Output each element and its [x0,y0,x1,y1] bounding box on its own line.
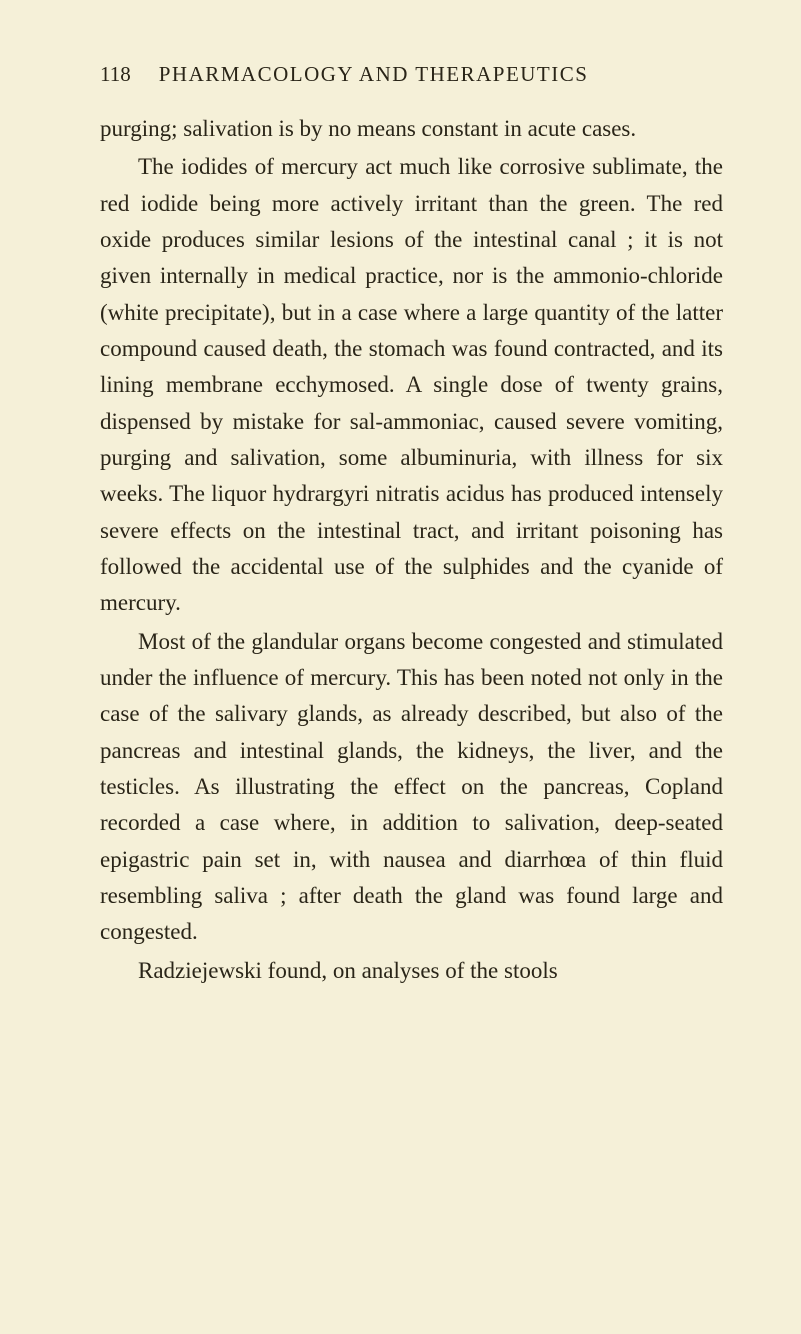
page-header: 118 PHARMACOLOGY AND THERAPEUTICS [100,62,723,87]
running-title: PHARMACOLOGY AND THERAPEUTICS [159,62,589,86]
page-body: purging; salivation is by no means const… [100,111,723,989]
paragraph-2: The iodides of mercury act much like cor… [100,149,723,621]
paragraph-4: Radziejewski found, on analyses of the s… [100,953,723,989]
paragraph-1: purging; salivation is by no means const… [100,111,723,147]
page-number: 118 [100,62,131,86]
paragraph-3: Most of the glandular organs become cong… [100,624,723,951]
